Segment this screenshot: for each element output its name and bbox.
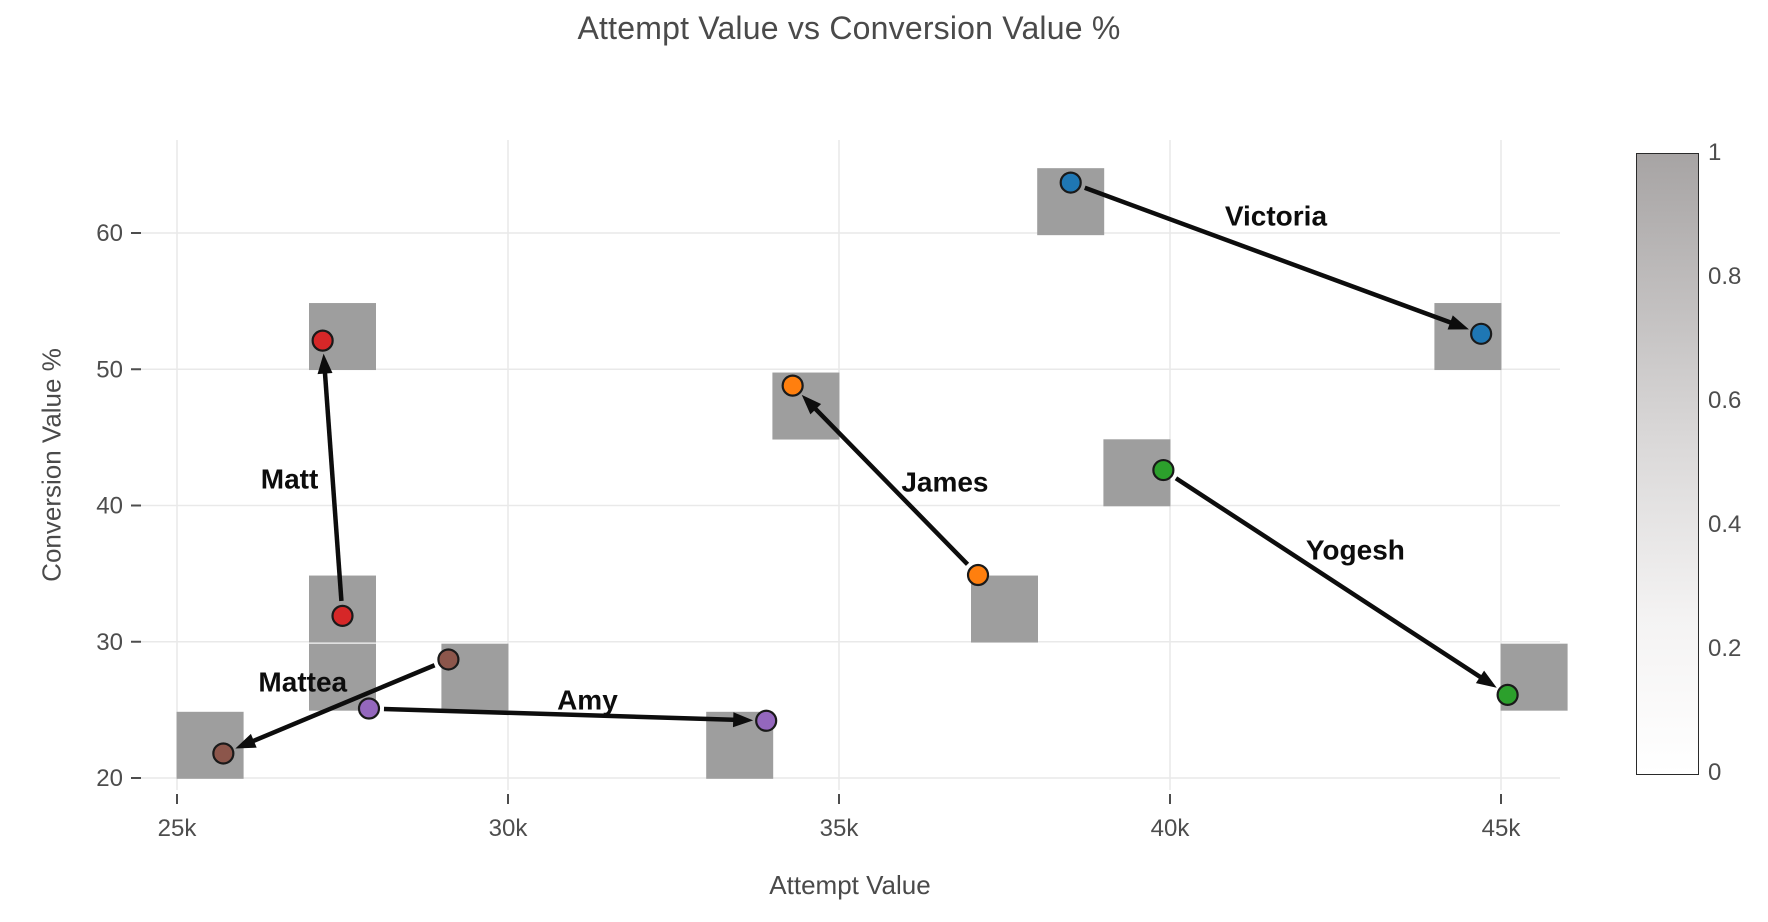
data-point-start-amy [357,697,381,720]
chart-title: Attempt Value vs Conversion Value % [577,10,1121,46]
annotation-label-matt: Matt [261,464,319,495]
data-point-start-james [966,563,990,587]
arrow-line [249,663,436,745]
annotation-label-yogesh: Yogesh [1306,534,1405,565]
colorbar-tick-label: 0.2 [1708,635,1742,662]
data-point-end-victoria [1470,322,1493,345]
arrow-head [732,712,754,728]
x-tick-label: 30k [489,815,529,842]
y-tick-label: 40 [96,493,123,520]
annotation-label-james: James [901,466,988,497]
data-point-end-james [781,374,804,397]
colorbar-tick-label: 0.8 [1708,263,1742,290]
arrow-head [1447,315,1469,330]
annotation-label-amy: Amy [557,684,618,715]
annotation-label-mattea: Mattea [258,667,347,698]
arrow-head [1475,670,1497,688]
gray-square-marker [176,711,244,779]
arrow-line [322,369,344,602]
y-tick-label: 60 [96,220,123,247]
gray-square-marker [971,575,1038,643]
data-point-end-yogesh [1496,683,1519,706]
colorbar-tick-label: 0 [1708,759,1722,786]
x-tick-label: 45k [1482,815,1522,842]
y-tick-label: 20 [96,765,123,792]
colorbar-tick-label: 1 [1708,139,1722,166]
arrow-head [235,733,257,749]
data-point-start-mattea [437,648,460,671]
data-point-end-amy [755,709,778,732]
y-tick-label: 30 [96,629,123,656]
arrow-line [811,404,970,566]
arrow-head [801,394,822,415]
x-tick-label: 25k [158,815,198,842]
data-point-start-matt [331,604,354,627]
y-axis-title: Conversion Value % [36,348,67,582]
data-point-end-mattea [212,742,235,765]
data-point-end-matt [311,329,334,352]
colorbar-tick-label: 0.6 [1708,387,1742,414]
arrow-line [1083,185,1455,326]
y-tick-label: 50 [96,356,123,383]
data-point-start-victoria [1059,171,1082,194]
x-tick-label: 40k [1151,815,1191,842]
arrow-line [1174,476,1485,681]
colorbar-gradient [1636,153,1699,775]
x-axis-title: Attempt Value [769,870,931,900]
data-point-start-yogesh [1152,458,1175,482]
colorbar-tick-label: 0.4 [1708,511,1742,538]
arrow-head [317,353,333,375]
arrow-line [383,706,738,723]
x-tick-label: 35k [820,815,860,842]
annotation-label-victoria: Victoria [1225,201,1328,232]
